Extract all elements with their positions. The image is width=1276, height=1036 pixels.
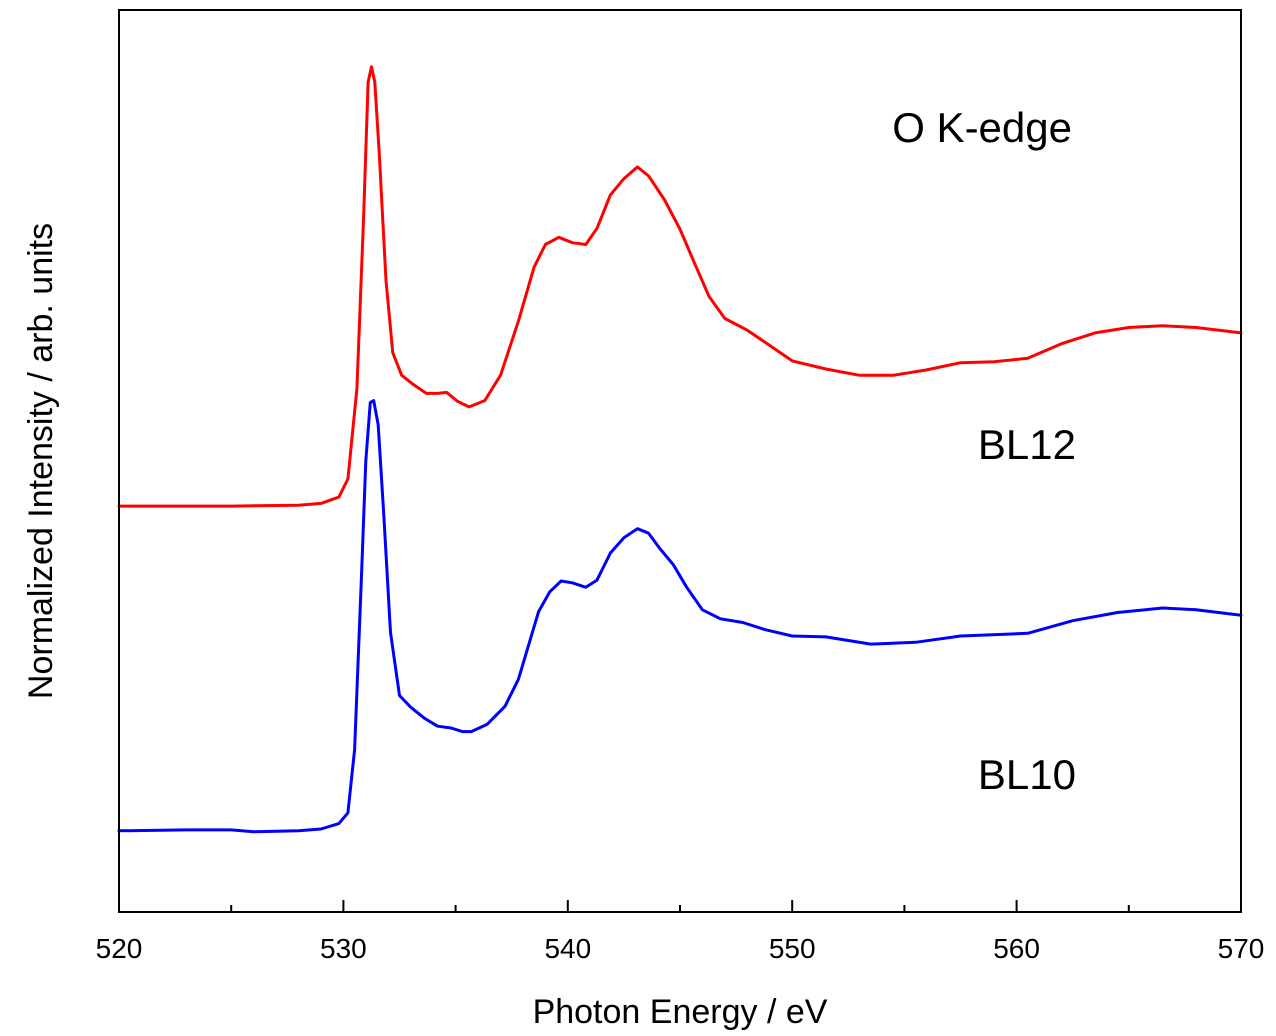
series-line-bl10 <box>117 399 1243 834</box>
x-tick-label: 560 <box>993 933 1040 964</box>
annotation-bl10: BL10 <box>978 751 1076 798</box>
x-tick-label: 540 <box>544 933 591 964</box>
annotation-o-k-edge: O K-edge <box>892 104 1072 151</box>
annotation-bl12: BL12 <box>978 421 1076 468</box>
x-tick-label: 550 <box>769 933 816 964</box>
x-tick-label: 570 <box>1218 933 1265 964</box>
x-tick-label: 530 <box>320 933 367 964</box>
y-axis-title: Normalized Intensity / arb. units <box>22 223 60 699</box>
x-tick-label: 520 <box>96 933 143 964</box>
x-axis-title: Photon Energy / eV <box>533 993 828 1031</box>
x-axis-ticks <box>118 900 1242 912</box>
series-line-bl12 <box>117 65 1243 508</box>
series-layer <box>117 65 1243 834</box>
x-axis-tick-labels: 520 530 540 550 560 570 <box>96 933 1265 964</box>
